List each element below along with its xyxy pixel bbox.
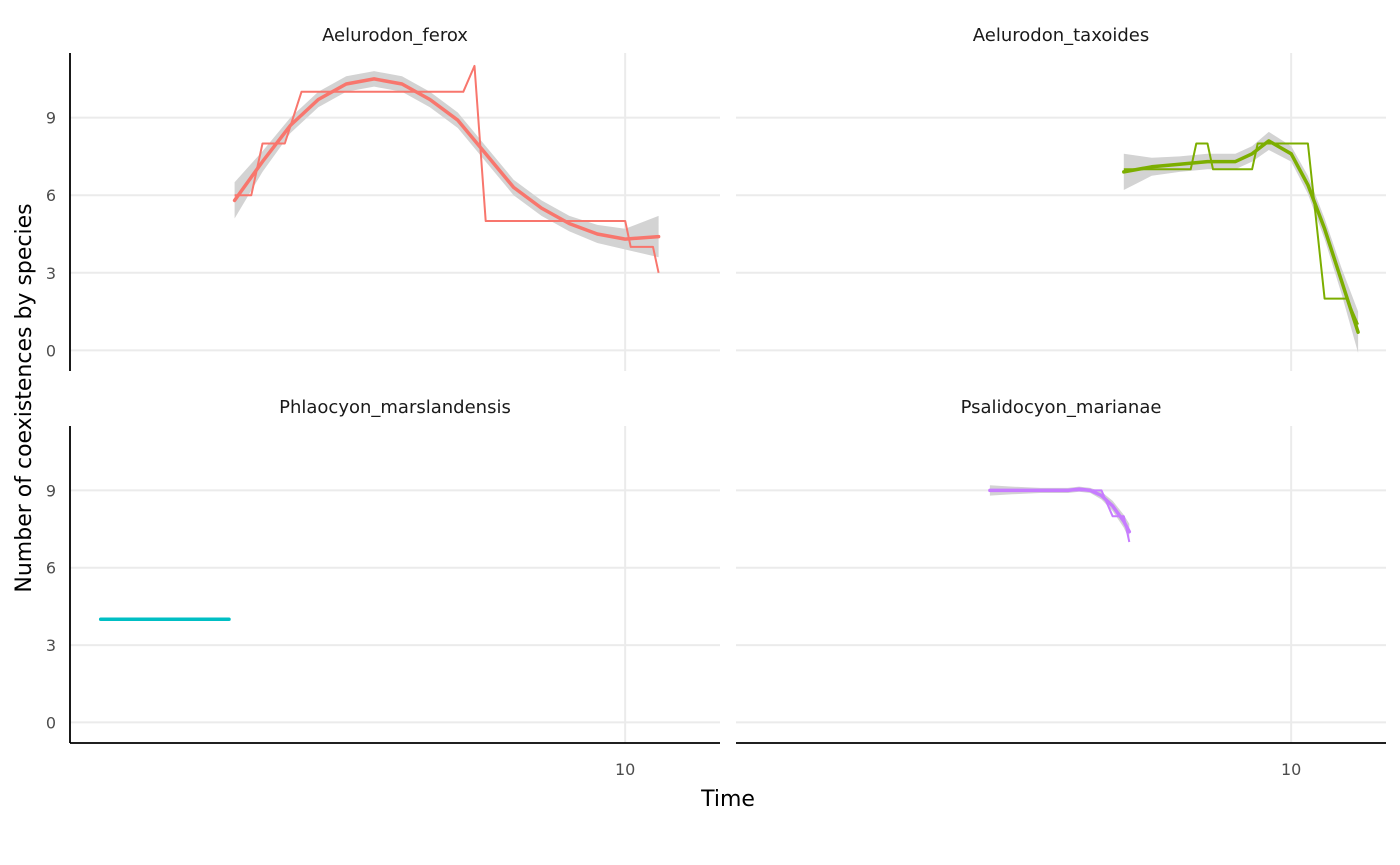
strip-label: Aelurodon_ferox: [322, 25, 468, 46]
facet-panels: Aelurodon_ferox 0 3 6 9 Aelurodon_taxoides Phl…: [46, 25, 1386, 779]
smooth-series-line: [1122, 139, 1360, 334]
panel-Aelurodon_ferox: Aelurodon_ferox 0 3 6 9: [46, 25, 720, 371]
confidence-band: [234, 71, 659, 258]
panel-Aelurodon_taxoides: Aelurodon_taxoides: [736, 25, 1386, 371]
raw-series-line: [234, 64, 660, 274]
x-tick-label: 10: [615, 760, 635, 779]
strip-label: Phlaocyon_marslandensis: [279, 397, 511, 418]
panel-Psalidocyon_marianae: Psalidocyon_marianae 10: [736, 397, 1386, 779]
y-tick-label: 9: [46, 481, 56, 500]
y-tick-label: 3: [46, 636, 56, 655]
smooth-series-line: [232, 77, 661, 241]
y-tick-label: 6: [46, 559, 56, 578]
y-axis-title: Number of coexistences by species: [12, 203, 37, 592]
x-tick-label: 10: [1281, 760, 1301, 779]
strip-label: Psalidocyon_marianae: [961, 397, 1162, 418]
panel-Phlaocyon_marslandensis: Phlaocyon_marslandensis 0 3 6 9 10: [46, 397, 720, 779]
y-tick-label: 0: [46, 713, 56, 732]
y-tick-label: 3: [46, 264, 56, 283]
y-tick-label: 0: [46, 341, 56, 360]
y-tick-label: 9: [46, 109, 56, 128]
y-tick-label: 6: [46, 186, 56, 205]
confidence-band: [989, 485, 1130, 540]
raw-series-line: [1123, 142, 1360, 325]
x-axis-title: Time: [700, 787, 755, 812]
smooth-series-line: [988, 487, 1132, 534]
strip-label: Aelurodon_taxoides: [973, 25, 1149, 46]
